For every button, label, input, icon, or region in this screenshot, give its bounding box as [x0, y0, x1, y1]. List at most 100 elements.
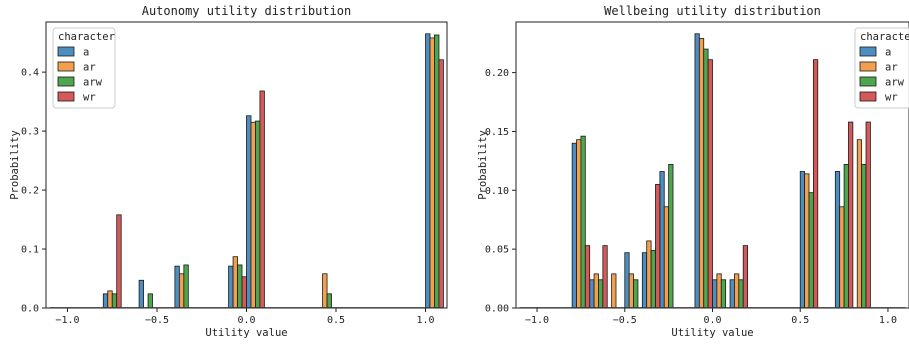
bar-a-5 [246, 115, 252, 309]
legend-label-wr: wr [83, 92, 96, 104]
bar-a-9 [729, 279, 735, 309]
bar-ar-2 [593, 273, 599, 309]
x-tick-label: −0.5 [145, 315, 169, 326]
bar-a-1 [102, 293, 109, 309]
bar-arw-12 [861, 164, 867, 309]
bar-arw-3 [183, 264, 189, 309]
y-tick-label: 0.1 [21, 245, 39, 256]
bar-arw-10 [808, 192, 814, 309]
x-tick-label: −1.0 [525, 315, 549, 326]
bar-arw-4 [237, 264, 243, 309]
bar-a-7 [694, 33, 700, 309]
bar-a-3 [174, 265, 180, 309]
x-axis-label: Utility value [205, 327, 287, 339]
x-tick-label: −1.0 [55, 315, 79, 326]
y-tick-label: 0.05 [485, 245, 509, 256]
x-axis-label: Utility value [671, 327, 753, 339]
legend: character a ar arw wr [854, 27, 909, 109]
bar-ar-9 [734, 273, 740, 309]
bar-wr-5 [259, 90, 265, 309]
legend-swatch-a [57, 46, 75, 57]
legend-label-wr: wr [885, 92, 898, 104]
bar-wr-7 [707, 59, 713, 309]
legend-swatch-wr [57, 91, 75, 102]
chart-title: Wellbeing utility distribution [604, 4, 821, 18]
bar-ar-4 [628, 273, 634, 309]
bar-ar-3 [178, 273, 185, 309]
chart-title: Autonomy utility distribution [142, 4, 352, 18]
legend-label-arw: arw [83, 77, 103, 89]
bar-arw-5 [255, 120, 261, 309]
bar-a-2 [138, 279, 144, 309]
bar-ar-7 [698, 38, 705, 309]
bar-arw-1 [111, 293, 118, 309]
bar-arw-5 [650, 249, 656, 309]
bar-arw-6 [326, 293, 332, 309]
y-tick-label: 0.10 [485, 186, 509, 197]
bar-a-4 [624, 252, 630, 309]
bar-ar-5 [250, 121, 256, 309]
x-tick-label: 0.0 [703, 315, 721, 326]
bar-arw-2 [147, 293, 153, 309]
bar-ar-8 [716, 273, 722, 309]
bar-ar-3 [611, 273, 617, 309]
bar-ar-10 [804, 173, 810, 309]
legend-swatch-a [859, 46, 877, 57]
bar-wr-4 [241, 276, 247, 309]
bar-arw-1 [580, 135, 586, 309]
bar-wr-9 [742, 245, 748, 309]
bar-arw-9 [738, 279, 744, 309]
bar-arw-11 [843, 164, 849, 309]
y-tick-label: 0.0 [21, 304, 39, 315]
bar-wr-7 [438, 59, 444, 309]
x-tick-label: 1.0 [416, 315, 434, 326]
legend-swatch-ar [57, 61, 75, 72]
y-axis-label: Probability [477, 130, 489, 200]
bar-a-7 [425, 33, 431, 309]
bar-a-5 [641, 252, 648, 309]
bar-wr-12 [865, 121, 871, 309]
legend-swatch-ar [859, 61, 877, 72]
bar-a-8 [712, 279, 718, 309]
bar-arw-8 [720, 279, 727, 309]
bar-a-2 [589, 279, 595, 309]
y-tick-label: 0.00 [485, 304, 509, 315]
bar-ar-6 [322, 273, 328, 309]
legend-title: character [58, 31, 115, 43]
legend-label-a: a [83, 47, 89, 59]
bar-ar-1 [107, 290, 113, 309]
legend: character a ar arw wr [52, 27, 116, 109]
x-tick-label: 0.5 [791, 315, 809, 326]
bar-arw-4 [633, 279, 639, 309]
bar-arw-6 [668, 164, 674, 309]
bar-arw-2 [598, 279, 604, 309]
bar-wr-5 [655, 184, 661, 309]
x-tick-label: 1.0 [879, 315, 897, 326]
y-tick-label: 0.4 [21, 68, 39, 79]
x-tick-label: 0.0 [237, 315, 255, 326]
y-axis-label: Probability [9, 130, 21, 200]
legend-label-ar: ar [885, 62, 898, 74]
bar-a-4 [228, 265, 234, 309]
bar-wr-10 [812, 59, 819, 309]
bars [102, 33, 444, 309]
legend-title: character [860, 31, 909, 43]
bar-a-6 [659, 171, 665, 309]
bar-ar-5 [646, 240, 652, 309]
bar-arw-7 [434, 34, 440, 309]
legend-label-ar: ar [83, 62, 96, 74]
bar-ar-4 [232, 256, 238, 309]
bars [571, 33, 871, 309]
legend-label-a: a [885, 47, 891, 59]
y-tick-label: 0.15 [485, 127, 509, 138]
chart-panel-1: Autonomy utility distribution −1.0 −0.5 0.0… [9, 4, 448, 339]
y-tick-label: 0.2 [21, 186, 39, 197]
legend-swatch-wr [859, 91, 877, 102]
x-tick-label: 0.5 [327, 315, 345, 326]
legend-swatch-arw [57, 76, 75, 87]
bar-arw-7 [703, 48, 709, 309]
bar-wr-11 [848, 121, 854, 309]
y-tick-label: 0.20 [485, 68, 509, 79]
x-tick-label: −0.5 [613, 315, 637, 326]
